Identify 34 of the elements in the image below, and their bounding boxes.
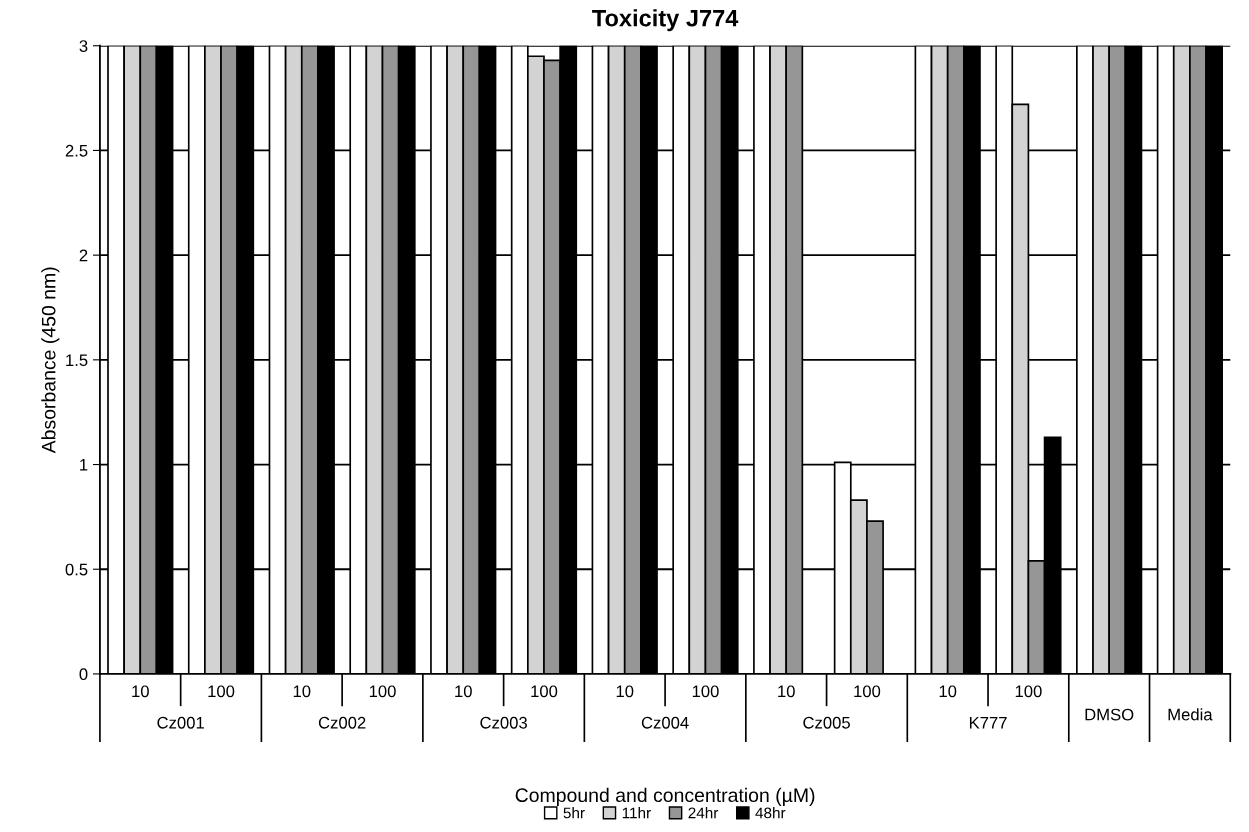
x-tick-label: 100 (692, 685, 719, 698)
x-tick-label: 10 (778, 685, 795, 698)
y-axis-title: Absorbance (450 nm) (41, 267, 60, 454)
text: Cz001 (157, 716, 204, 729)
text: Cz003 (480, 716, 527, 729)
x-axis-title: Compound and concentration (µM) (515, 787, 815, 806)
legend-label: 11hr (622, 807, 651, 819)
x-tick-label: 100 (854, 685, 881, 698)
legend-label: 48hr (755, 807, 786, 819)
text: Cz002 (318, 716, 366, 729)
x-tick-label: 10 (132, 685, 149, 698)
chart-title: Toxicity J774 (592, 9, 739, 32)
x-tick-label: 100 (1015, 685, 1042, 698)
text: K777 (969, 717, 1007, 729)
x-tick-label: 10 (939, 685, 957, 698)
x-tick-label: 10 (293, 685, 311, 698)
legend-label: 5hr (563, 807, 585, 819)
text: Cz004 (641, 716, 689, 729)
y-tick-label: 0.5 (65, 563, 88, 576)
y-tick-label: 2 (79, 249, 88, 262)
x-tick-label: 100 (531, 685, 558, 698)
x-tick-label: Media (1168, 708, 1213, 721)
y-tick-label: 2.5 (65, 144, 88, 157)
x-tick-label: 100 (369, 685, 396, 698)
y-tick-label: 1 (80, 459, 88, 471)
x-tick-label: 100 (208, 685, 235, 698)
y-tick-label: 0 (79, 668, 88, 681)
x-tick-label: 10 (616, 685, 634, 698)
text: Cz005 (803, 716, 850, 729)
y-tick-label: 3 (79, 40, 88, 52)
x-tick-label: DMSO (1085, 708, 1134, 721)
legend-label: 24hr (688, 807, 719, 819)
y-tick-label: 1.5 (66, 354, 88, 367)
x-tick-label: 10 (455, 685, 472, 698)
